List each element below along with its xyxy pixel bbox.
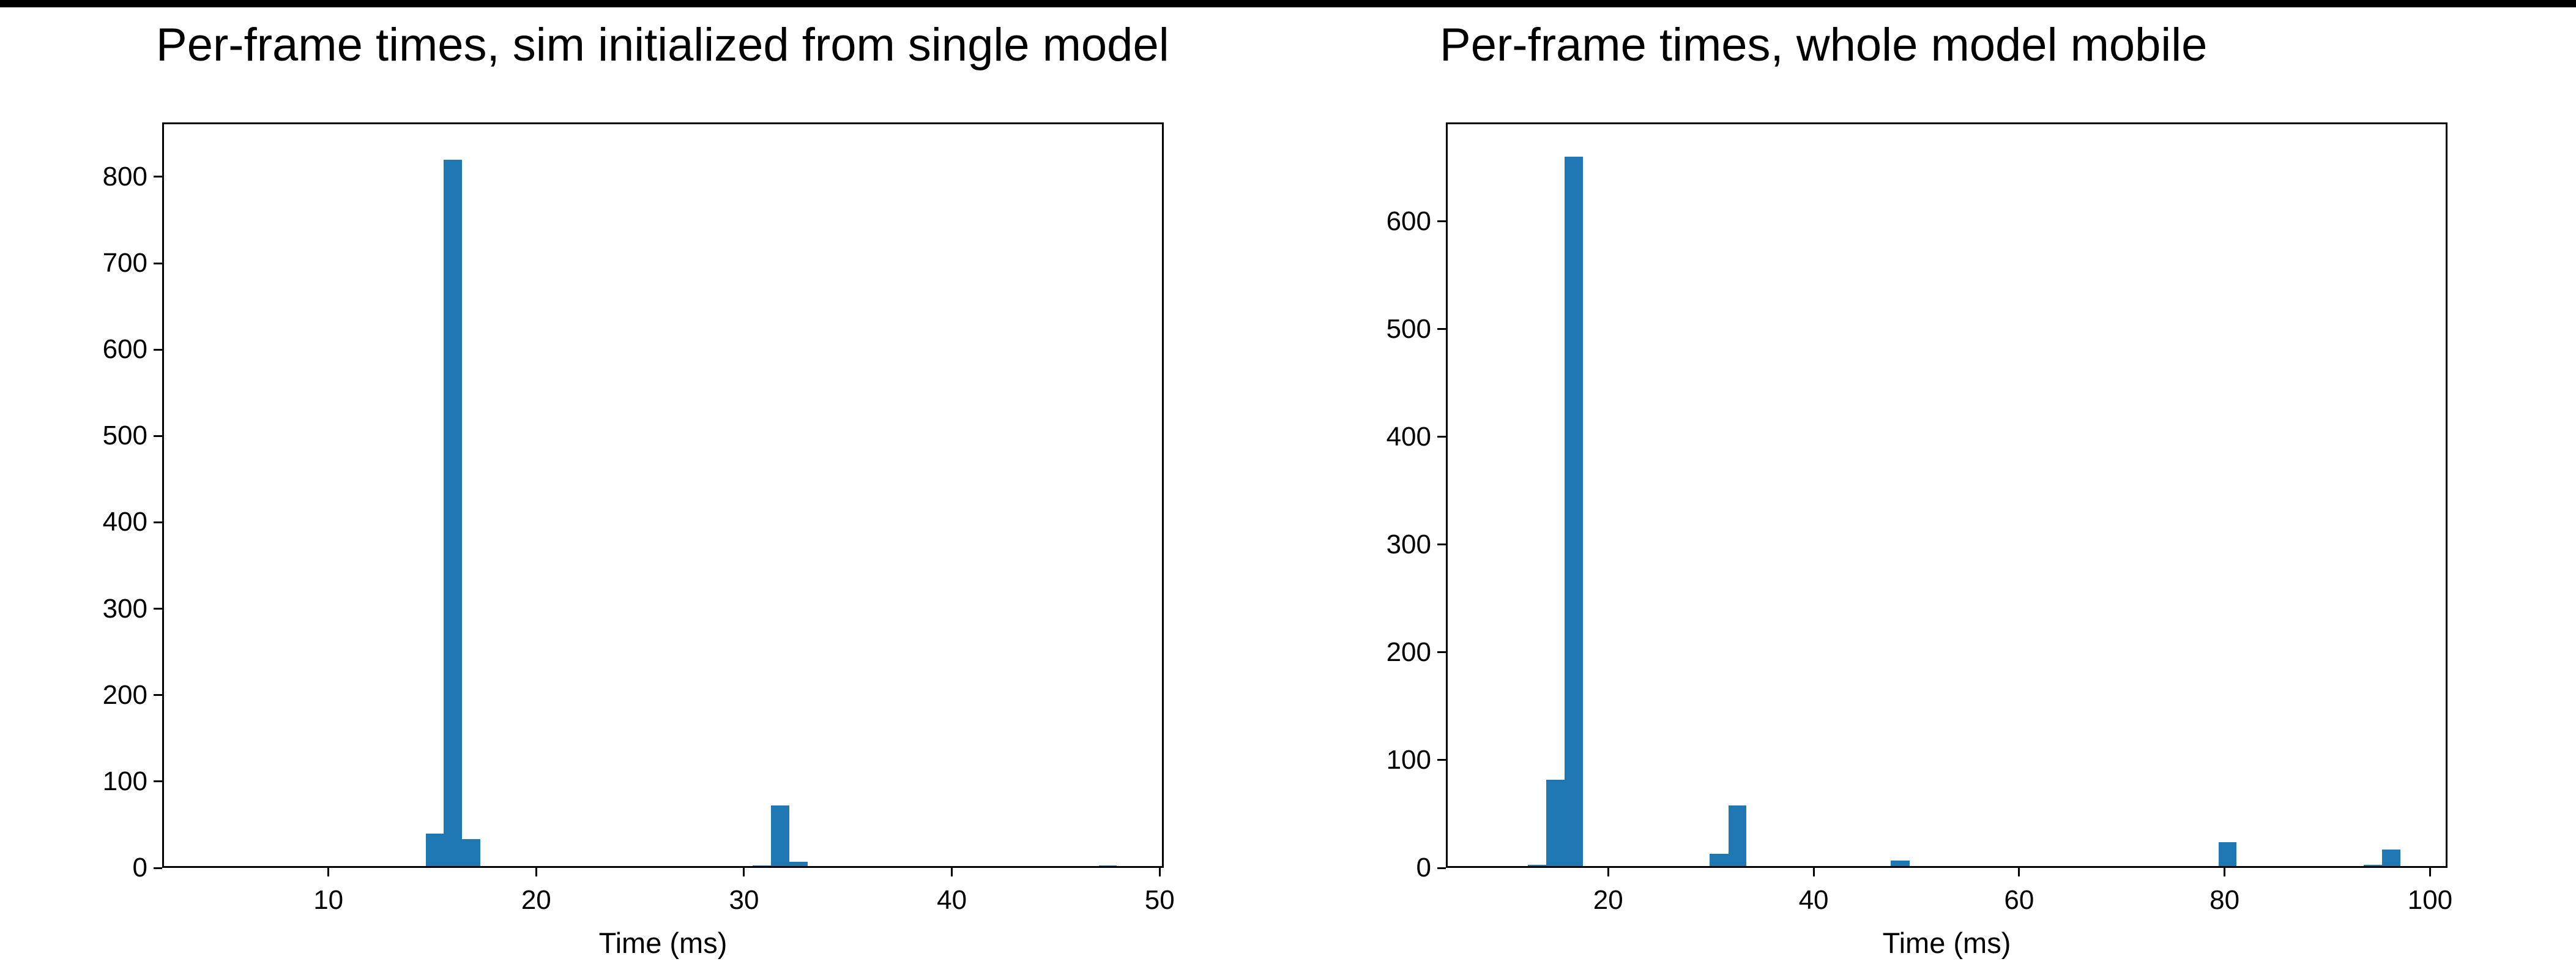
y-tick-mark	[154, 262, 162, 264]
histogram-bar	[771, 805, 789, 868]
x-tick-label: 40	[937, 885, 967, 915]
y-tick-mark	[154, 608, 162, 610]
x-axis-label: Time (ms)	[1882, 927, 2011, 959]
histogram-bar	[462, 839, 480, 868]
y-tick-mark	[1437, 328, 1446, 331]
y-tick-mark	[154, 867, 162, 869]
y-tick-label: 200	[1386, 637, 1431, 667]
histogram-bar	[1527, 864, 1547, 868]
histogram-bar	[1728, 805, 1746, 868]
x-tick-mark	[2429, 868, 2431, 876]
y-tick-label: 500	[102, 420, 147, 451]
histogram-bar	[1564, 157, 1583, 868]
y-tick-label: 400	[1386, 421, 1431, 452]
y-tick-mark	[1437, 759, 1446, 761]
y-tick-mark	[1437, 436, 1446, 438]
y-tick-label: 800	[102, 161, 147, 192]
x-tick-mark	[2224, 868, 2226, 876]
y-tick-label: 300	[1386, 529, 1431, 559]
histogram-bar	[443, 159, 463, 868]
y-tick-label: 400	[102, 507, 147, 537]
x-tick-mark	[1607, 868, 1609, 876]
x-tick-label: 60	[2004, 885, 2034, 915]
x-axis-label: Time (ms)	[598, 927, 728, 959]
histogram-bar	[1491, 867, 1510, 868]
histogram-bar	[2381, 850, 2400, 868]
x-tick-label: 100	[2407, 885, 2453, 915]
y-tick-mark	[154, 780, 162, 783]
x-tick-mark	[743, 868, 745, 876]
y-tick-label: 600	[1386, 206, 1431, 236]
x-tick-label: 50	[1144, 885, 1175, 915]
chart-title: Per-frame times, sim initialized from si…	[156, 19, 1169, 71]
x-tick-mark	[1158, 868, 1161, 876]
y-tick-label: 300	[102, 593, 147, 624]
x-tick-label: 20	[1593, 885, 1623, 915]
x-tick-label: 10	[313, 885, 344, 915]
histogram-bar	[1546, 779, 1565, 868]
y-tick-label: 100	[102, 766, 147, 796]
y-tick-label: 0	[1416, 853, 1431, 883]
y-tick-label: 500	[1386, 313, 1431, 344]
x-tick-mark	[951, 868, 953, 876]
y-tick-label: 600	[102, 334, 147, 365]
histogram-bar	[1709, 854, 1729, 868]
x-tick-mark	[535, 868, 537, 876]
y-tick-mark	[154, 435, 162, 437]
y-tick-label: 0	[132, 853, 147, 883]
y-tick-mark	[1437, 867, 1446, 869]
x-tick-label: 30	[729, 885, 759, 915]
y-tick-label: 100	[1386, 744, 1431, 775]
histogram-bar	[789, 862, 808, 868]
histogram-bar	[1890, 860, 1910, 868]
y-tick-label: 700	[102, 248, 147, 278]
x-tick-label: 20	[521, 885, 551, 915]
x-tick-label: 40	[1798, 885, 1829, 915]
histogram-bar	[2363, 864, 2382, 868]
y-tick-label: 200	[102, 679, 147, 710]
y-tick-mark	[154, 348, 162, 351]
x-tick-label: 80	[2209, 885, 2240, 915]
y-tick-mark	[1437, 544, 1446, 546]
plot-area	[1446, 122, 2448, 868]
y-tick-mark	[1437, 651, 1446, 654]
y-tick-mark	[154, 694, 162, 697]
y-tick-mark	[1437, 220, 1446, 223]
histogram-bar	[2218, 842, 2236, 868]
chart-title: Per-frame times, whole model mobile	[1440, 19, 2208, 71]
y-tick-mark	[154, 521, 162, 523]
plot-frame	[1446, 122, 2448, 868]
y-tick-mark	[154, 176, 162, 178]
x-tick-mark	[1812, 868, 1815, 876]
x-tick-mark	[2018, 868, 2020, 876]
top-black-bar	[0, 0, 2576, 7]
histogram-bar	[425, 833, 444, 868]
x-tick-mark	[327, 868, 330, 876]
